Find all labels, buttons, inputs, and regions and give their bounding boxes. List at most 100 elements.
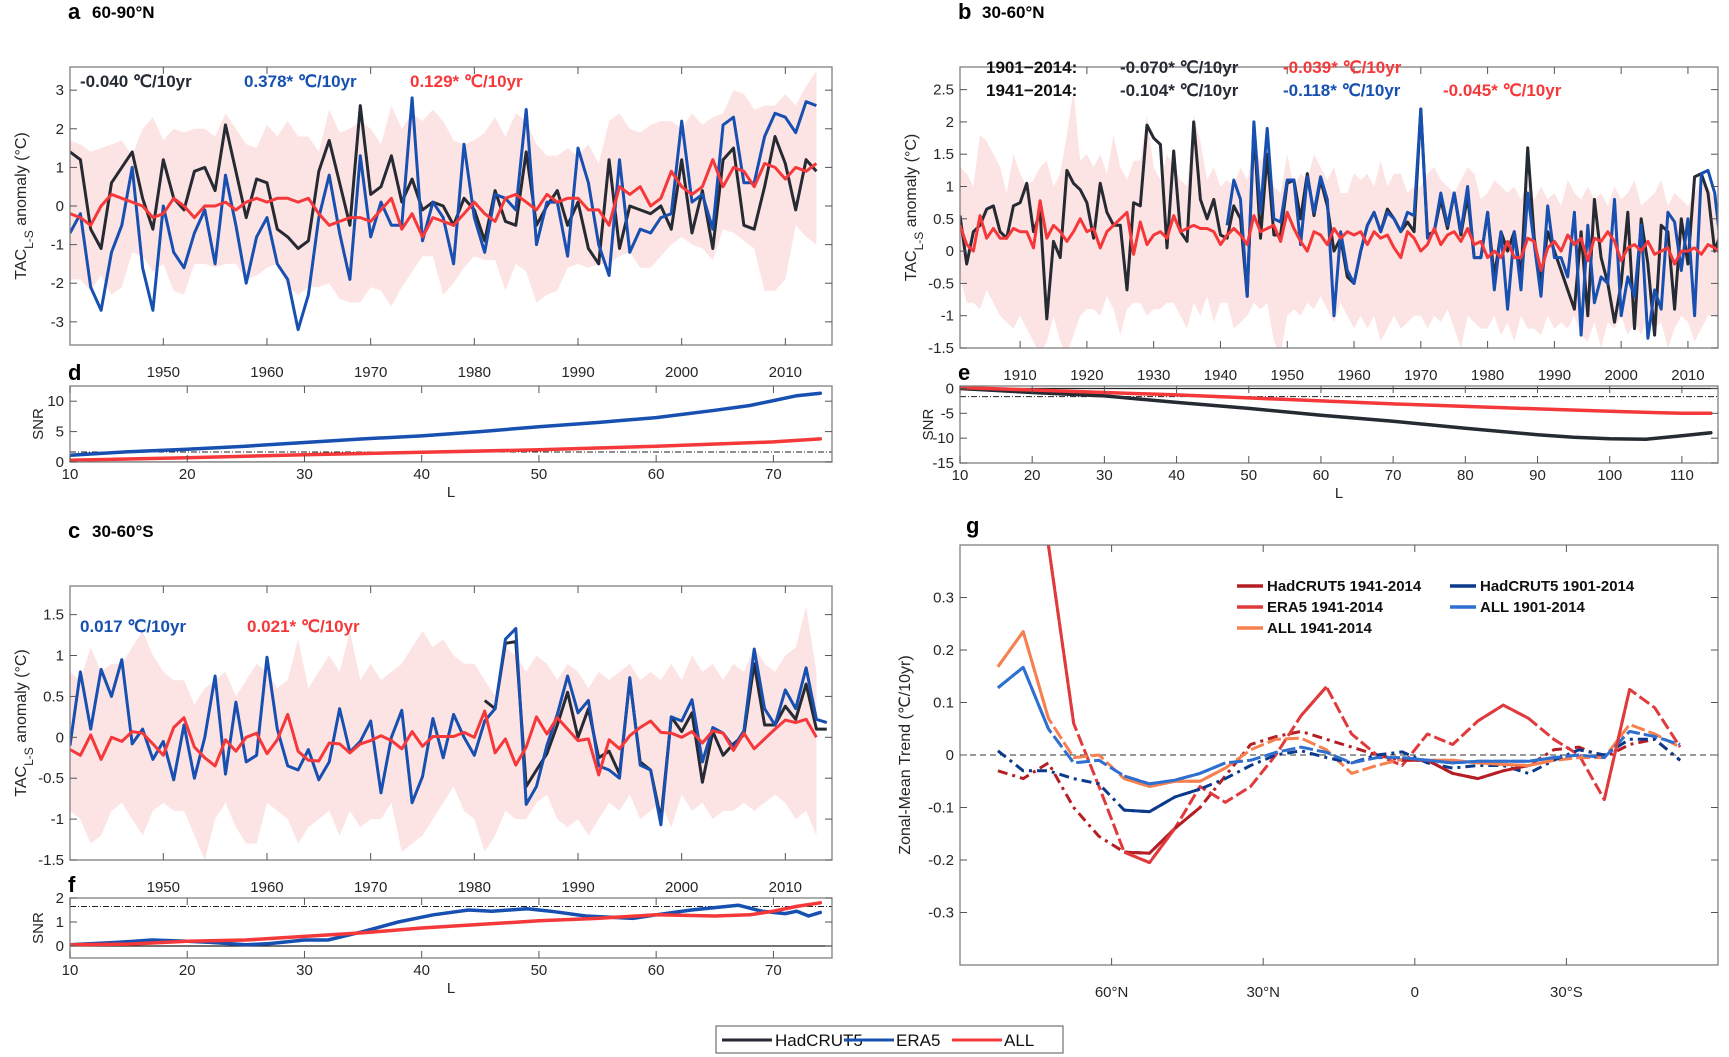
- plot-area-d: [70, 391, 832, 462]
- plot-area-c: [70, 606, 828, 860]
- plot-area-e: [960, 386, 1718, 441]
- significant-segment: [1124, 787, 1201, 814]
- panel-c-frame: [69, 585, 833, 861]
- significant-segment: [1602, 689, 1632, 800]
- x-tick-label: 20: [179, 466, 196, 483]
- y-tick-label: 1: [56, 159, 64, 176]
- y-label-sub: L-S: [912, 232, 926, 251]
- x-tick-label: 40: [1168, 467, 1185, 484]
- x-tick-label: 30: [296, 962, 313, 979]
- y-tick-label: 0: [56, 729, 64, 746]
- x-tick-label: 60°N: [1095, 984, 1129, 1001]
- y-tick-label: 0: [56, 198, 64, 215]
- significant-segment: [1299, 685, 1328, 717]
- y-label-sub: L-S: [22, 230, 36, 249]
- x-tick-label: 90: [1529, 467, 1546, 484]
- x-tick-label: 50: [531, 466, 548, 483]
- x-tick-label: 60: [648, 962, 665, 979]
- trend-annotation: -0.104* ℃/10yr: [1120, 81, 1239, 100]
- snr-era5: [70, 903, 823, 947]
- panel-g-legend: HadCRUT5 1941-2014 HadCRUT5 1901-2014 ERA5…: [1237, 578, 1635, 637]
- y-tick-label: 2: [56, 890, 64, 907]
- y-tick-label: 0.5: [933, 211, 954, 228]
- y-label-main: TAC: [903, 250, 920, 281]
- y-tick-label: 0.3: [933, 590, 954, 607]
- y-tick-label: -15: [932, 455, 954, 472]
- y-tick-label: -0.5: [38, 770, 64, 787]
- significant-segment: [996, 630, 1050, 719]
- plot-area-f: [70, 901, 832, 947]
- x-tick-label: 20: [179, 962, 196, 979]
- panel-letter: c: [68, 518, 80, 543]
- series-era5: [1225, 107, 1718, 340]
- snr-hadcrut5: [960, 386, 1713, 441]
- y-tick-label: 0: [946, 380, 954, 397]
- series-hadcrut5: [70, 104, 818, 266]
- y-axis-label: SNR: [920, 408, 937, 440]
- panel-a: 1950 1960 1970 1980 1990 2000 2010 -3 -2 -1 0 1 2 3 a 6…: [13, 0, 833, 381]
- panel-letter: d: [68, 360, 81, 385]
- y-tick-label: -0.1: [928, 800, 954, 817]
- y-tick-label: -5: [941, 405, 954, 422]
- snr-era5: [70, 391, 823, 458]
- y-tick-label: -1.5: [928, 340, 954, 357]
- y-tick-label: 2: [56, 121, 64, 138]
- y-axis-label: TACL-S anomaly (°C): [903, 134, 926, 281]
- x-tick-label: 40: [413, 962, 430, 979]
- x-tick-label: 1970: [354, 364, 387, 381]
- y-tick-label: -1: [51, 237, 64, 254]
- panel-title: 30-60°S: [92, 522, 154, 541]
- y-tick-label: 2: [946, 114, 954, 131]
- plot-area-a: [70, 70, 818, 332]
- panel-letter: b: [958, 0, 971, 24]
- x-tick-label: 30°N: [1246, 984, 1280, 1001]
- x-tick-label: 80: [1457, 467, 1474, 484]
- x-tick-label: 60: [648, 466, 665, 483]
- snr-all: [70, 437, 823, 462]
- y-tick-label: 0.5: [43, 688, 64, 705]
- x-tick-label: 110: [1670, 467, 1694, 484]
- x-tick-label: 10: [62, 466, 79, 483]
- legend-label: ALL 1941-2014: [1267, 620, 1372, 637]
- significant-segment: [1123, 827, 1177, 865]
- y-tick-label: 10: [47, 393, 64, 410]
- y-label-rest: anomaly (°C): [903, 134, 920, 232]
- x-tick-label: 10: [952, 467, 969, 484]
- panel-letter: f: [68, 872, 76, 897]
- series-all: [70, 709, 818, 777]
- y-tick-label: -1.5: [38, 852, 64, 869]
- panel-letter: a: [68, 0, 81, 24]
- x-tick-label: 100: [1597, 467, 1622, 484]
- significant-segment: [1477, 703, 1530, 723]
- x-tick-label: 1970: [1404, 367, 1437, 384]
- legend-label-era5: ERA5: [896, 1031, 940, 1050]
- panel-title: 60-90°N: [92, 3, 155, 22]
- x-tick-label: 1960: [250, 879, 283, 896]
- spread-band: [960, 89, 1718, 348]
- x-tick-label: 1970: [354, 879, 387, 896]
- x-tick-label: 0: [1411, 984, 1419, 1001]
- x-tick-label: 2000: [665, 364, 698, 381]
- series-all: [70, 158, 818, 239]
- snr-all: [960, 386, 1713, 416]
- legend-label: ERA5 1941-2014: [1267, 599, 1384, 616]
- plot-area-g: [960, 545, 1718, 865]
- x-tick-label: 1920: [1070, 367, 1103, 384]
- spread-band: [70, 606, 817, 860]
- legend-label: ALL 1901-2014: [1480, 599, 1585, 616]
- x-tick-label: 1950: [147, 879, 180, 896]
- trend-annotation: -0.118* ℃/10yr: [1283, 81, 1401, 100]
- x-tick-label: 30: [1096, 467, 1113, 484]
- y-axis-label: TACL-S anomaly (°C): [13, 649, 36, 796]
- x-tick-label: 1950: [147, 364, 180, 381]
- x-tick-label: 1990: [1538, 367, 1571, 384]
- y-label-main: TAC: [13, 766, 30, 797]
- trend-annotation: -0.070* ℃/10yr: [1120, 58, 1239, 77]
- x-tick-label: 1930: [1137, 367, 1170, 384]
- x-tick-label: 2000: [665, 879, 698, 896]
- x-tick-label: 1910: [1003, 367, 1036, 384]
- x-axis-label: L: [447, 484, 455, 501]
- zonal-trend-hadcrut5-1941-2014: [997, 729, 1682, 855]
- y-tick-label: 0: [946, 747, 954, 764]
